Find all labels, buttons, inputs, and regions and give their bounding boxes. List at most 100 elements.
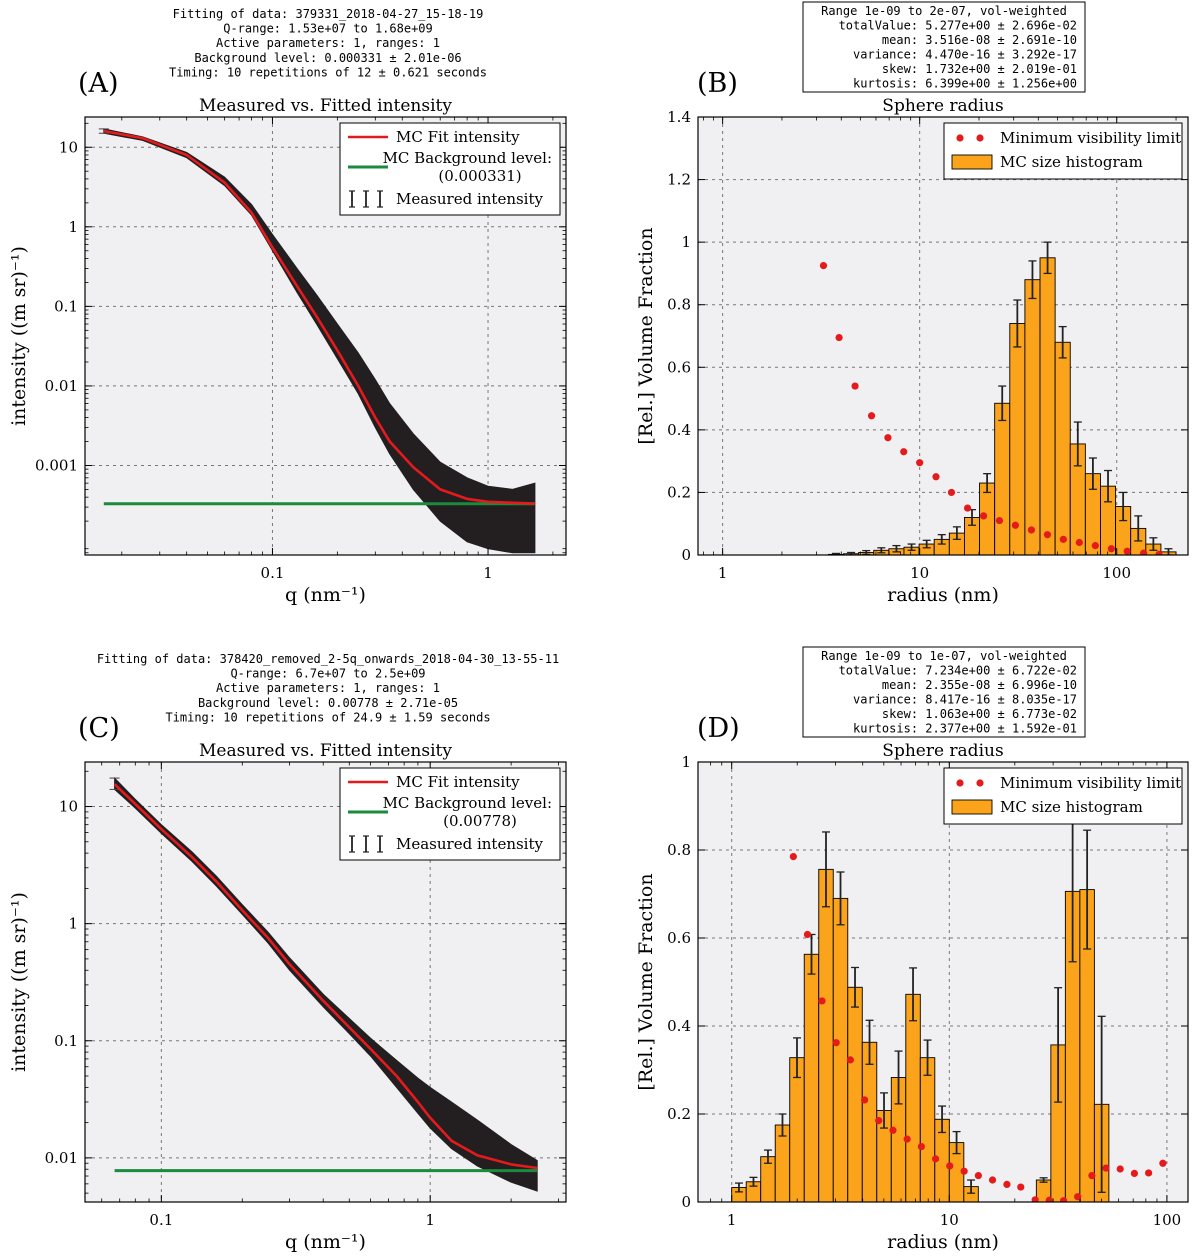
legend-label-background: MC Background level: [383, 149, 552, 167]
legend-swatch-visibility-dot [956, 779, 964, 787]
legend-box [943, 122, 1183, 180]
legend-swatch-measured [363, 835, 369, 853]
stats-line: kurtosis: 6.399e+00 ± 1.256e+00 [853, 77, 1077, 91]
panel-label: (B) [697, 68, 738, 99]
plot-area [698, 117, 1188, 555]
x-axis-label: q (nm⁻¹) [285, 584, 366, 606]
y-tick-label: 0.4 [667, 421, 691, 439]
x-tick-label: 1 [483, 564, 493, 582]
legend-label-background-value: (0.000331) [438, 167, 521, 185]
histogram-bar [919, 1057, 936, 1202]
min-visibility-point [889, 1126, 897, 1134]
histogram-bar [1039, 257, 1056, 555]
panel-label: (A) [78, 68, 119, 99]
plot-border [697, 116, 1189, 556]
y-tick-label: 10 [59, 798, 78, 816]
measured-intensity-band [103, 128, 536, 554]
min-visibility-point [1059, 535, 1067, 543]
histogram-errorbar [734, 1182, 743, 1193]
min-visibility-point [1091, 542, 1099, 550]
min-visibility-point [963, 504, 972, 512]
histogram-errorbar [792, 1037, 801, 1079]
min-visibility-point [1074, 1193, 1082, 1201]
stats-line: totalValue: 7.234e+00 ± 6.722e-02 [839, 664, 1077, 678]
header-line: Q-range: 1.53e+07 to 1.68e+09 [223, 22, 433, 36]
histogram-errorbar [998, 385, 1007, 422]
histogram-errorbar [1083, 829, 1092, 950]
legend-swatch-measured [377, 190, 383, 208]
legend-box [943, 767, 1183, 825]
histogram-errorbar [892, 544, 901, 553]
min-visibility-point [1059, 1197, 1068, 1202]
min-visibility-point [835, 333, 843, 342]
histogram-bar [803, 953, 820, 1202]
x-axis-label: radius (nm) [887, 584, 999, 606]
min-visibility-point [932, 473, 940, 481]
histogram-errorbar [1013, 299, 1022, 348]
histogram-errorbar [1149, 537, 1158, 551]
header-line: Background level: 0.00778 ± 2.71e-05 [198, 696, 458, 710]
legend-box [339, 122, 561, 216]
header-line: Fitting of data: 378420_removed_2-5q_onw… [97, 652, 559, 666]
y-tick-label: 0.2 [667, 483, 691, 501]
legend-label-measured: Measured intensity [396, 835, 544, 853]
min-visibility-point [903, 1135, 911, 1143]
histogram-bar [1024, 279, 1041, 555]
histogram-errorbar [952, 526, 961, 541]
intensity-panel-C: Fitting of data: 378420_removed_2-5q_onw… [8, 652, 567, 1253]
histogram-errorbar [862, 549, 871, 555]
min-visibility-point [884, 434, 892, 442]
histogram-errorbar [763, 1149, 772, 1164]
histogram-errorbar [1104, 469, 1113, 503]
legend-swatch-visibility-dot [976, 779, 984, 787]
min-visibility-point [900, 448, 908, 456]
header-line: Q-range: 6.7e+07 to 2.5e+09 [230, 667, 425, 681]
min-visibility-point [1011, 521, 1019, 529]
min-visibility-point [860, 1096, 869, 1104]
min-visibility-point [867, 412, 876, 420]
min-visibility-point [803, 930, 812, 939]
histogram-bar [818, 868, 834, 1202]
histogram-bar [832, 897, 849, 1202]
x-tick-label: 0.1 [149, 1211, 173, 1229]
stats-line: kurtosis: 2.377e+00 ± 1.592e-01 [853, 722, 1077, 736]
min-visibility-point [819, 262, 828, 270]
histogram-errorbar [1097, 1015, 1106, 1193]
legend-label-visibility: Minimum visibility limit [1000, 129, 1181, 147]
y-tick-label: 0 [681, 1193, 691, 1211]
y-tick-label: 1.2 [667, 171, 691, 189]
stats-line: variance: 8.417e-16 ± 8.035e-17 [853, 693, 1077, 707]
legend: MC Fit intensity MC Background level:(0.0… [339, 122, 561, 216]
stats-box-frame [802, 646, 1086, 738]
legend: Minimum visibility limit MC size histogra… [943, 767, 1183, 825]
histogram-bar [847, 986, 863, 1202]
min-visibility-point [1045, 1196, 1053, 1202]
header-line: Background level: 0.000331 ± 2.01e-06 [194, 51, 461, 65]
histogram-errorbar [952, 1130, 961, 1155]
histogram-errorbar [1028, 260, 1037, 300]
histogram-bar [1054, 341, 1071, 555]
y-tick-label: 0.001 [35, 456, 78, 474]
min-visibility-point [1102, 1164, 1110, 1172]
y-tick-label: 0 [681, 546, 691, 564]
chart-title: Sphere radius [882, 96, 1003, 116]
panel-label: (D) [697, 713, 740, 744]
min-visibility-point [1140, 549, 1148, 555]
histogram-errorbar [967, 1179, 976, 1194]
histogram-errorbar [1058, 325, 1067, 359]
x-tick-label: 1 [727, 1211, 737, 1229]
histogram-errorbar [865, 1019, 874, 1065]
plot-content [698, 762, 1188, 1202]
y-tick-label: 10 [59, 138, 78, 156]
histogram-errorbar [851, 966, 860, 1008]
x-tick-label: 100 [1102, 564, 1131, 582]
legend-label-measured: Measured intensity [396, 190, 544, 208]
y-tick-label: 0.8 [667, 296, 691, 314]
min-visibility-point [960, 1167, 968, 1175]
y-tick-label: 0.6 [667, 929, 691, 947]
y-tick-label: 0.1 [54, 1032, 78, 1050]
min-visibility-point [946, 1162, 954, 1170]
histogram-errorbar [822, 831, 831, 908]
y-tick-label: 0.6 [667, 358, 691, 376]
